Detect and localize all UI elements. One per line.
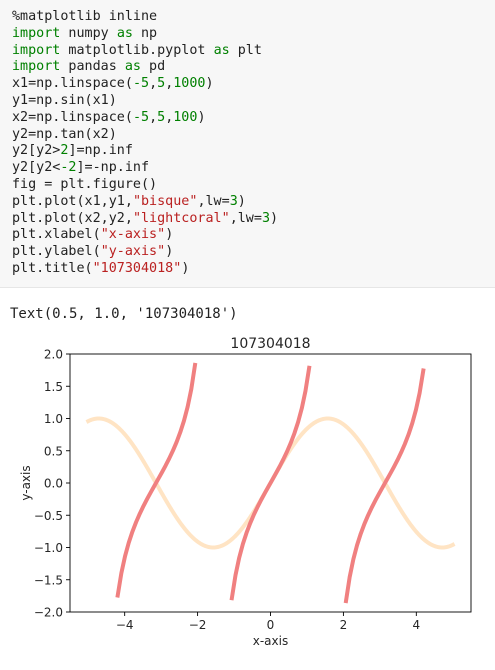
code-token: ) xyxy=(205,76,214,92)
x-tick-label: 0 xyxy=(267,618,275,632)
code-line: plt.plot(x1,y1,"bisque",lw=3) xyxy=(12,194,278,211)
code-token: "x-axis" xyxy=(100,227,166,243)
code-token: "lightcoral" xyxy=(132,210,230,226)
code-line: plt.title("107304018") xyxy=(12,261,278,278)
code-token: "bisque" xyxy=(132,193,198,209)
code-line: plt.xlabel("x-axis") xyxy=(12,227,278,244)
y-tick-label: −0.5 xyxy=(34,509,63,523)
code-token: ,lw= xyxy=(229,210,262,226)
code-token: y2=np.tan(x2) xyxy=(12,126,117,142)
code-token: plt xyxy=(229,42,262,58)
y-tick-label: 1.5 xyxy=(44,380,63,394)
x-tick-label: −2 xyxy=(189,618,207,632)
code-token: , xyxy=(165,76,174,92)
code-token: fig = plt.figure() xyxy=(12,176,158,192)
code-token: y2[y2> xyxy=(12,143,61,159)
chart-title: 107304018 xyxy=(230,336,310,352)
code-token: "107304018" xyxy=(92,260,182,276)
code-token: ) xyxy=(165,227,174,243)
x-tick-label: 2 xyxy=(340,618,348,632)
code-token: ) xyxy=(237,193,246,209)
plot-figure: −4 −2 0 2 4 −2.0 −1.5 −1.0 −0.5 0.0 0.5 1.0 1.5 2.0 10… xyxy=(0,332,495,666)
code-token: ) xyxy=(270,210,279,226)
code-token: plt.plot(x2,y2, xyxy=(12,210,133,226)
series-lightcoral-line-0 xyxy=(115,362,198,598)
code-token: , xyxy=(149,76,158,92)
code-line: y2[y2>2]=np.inf xyxy=(12,143,278,160)
code-token: matplotlib.pyplot xyxy=(60,42,214,58)
code-token: x2=np.linspace( xyxy=(12,109,133,125)
x-tick-label: 4 xyxy=(412,618,420,632)
y-axis-label: y-axis xyxy=(19,465,33,500)
x-tick-label: −4 xyxy=(116,618,134,632)
code-token: , xyxy=(149,109,158,125)
chart-svg: −4 −2 0 2 4 −2.0 −1.5 −1.0 −0.5 0.0 0.5 1.0 1.5 2.0 10… xyxy=(19,336,472,648)
code-token: pd xyxy=(141,59,166,75)
y-tick-label: 0.5 xyxy=(44,444,63,458)
y-tick-label: −1.0 xyxy=(34,541,63,555)
code-token: %matplotlib inline xyxy=(12,9,158,24)
code-editor[interactable]: %matplotlib inline import numpy as np impo… xyxy=(12,9,278,278)
code-token: 1000 xyxy=(173,76,206,92)
y-tick-label: −1.5 xyxy=(34,573,63,587)
code-token: x1=np.linspace( xyxy=(12,76,133,92)
code-token: plt.xlabel( xyxy=(12,227,101,243)
series-lightcoral-line-2 xyxy=(343,368,426,604)
code-token: ,lw= xyxy=(197,193,230,209)
y-tick-label: 2.0 xyxy=(44,348,63,362)
plot-area: −4 −2 0 2 4 −2.0 −1.5 −1.0 −0.5 0.0 0.5 1.0 1.5 2.0 10… xyxy=(19,336,472,648)
code-token: import xyxy=(12,42,61,58)
y-tick-label: 0.0 xyxy=(44,477,63,491)
code-token: -2 xyxy=(60,160,77,176)
code-token: -5 xyxy=(132,76,150,92)
code-token: as xyxy=(213,42,230,58)
code-token: ]=-np.inf xyxy=(76,160,150,176)
code-line: import pandas as pd xyxy=(12,59,278,76)
code-line: x2=np.linspace(-5,5,100) xyxy=(12,110,278,127)
code-line: import matplotlib.pyplot as plt xyxy=(12,43,278,60)
y-tick-label: −2.0 xyxy=(34,606,63,620)
code-token: 100 xyxy=(173,109,198,125)
code-token: ) xyxy=(181,260,190,276)
code-token: , xyxy=(165,109,174,125)
code-token: y2[y2< xyxy=(12,160,61,176)
x-axis-label: x-axis xyxy=(253,634,288,648)
code-token: numpy xyxy=(60,25,117,41)
code-line: %matplotlib inline xyxy=(12,9,278,26)
code-line: plt.plot(x2,y2,"lightcoral",lw=3) xyxy=(12,211,278,228)
code-token: plt.plot(x1,y1, xyxy=(12,193,133,209)
code-token: 5 xyxy=(157,76,166,92)
code-token: -5 xyxy=(132,109,150,125)
code-token: ) xyxy=(165,244,174,260)
code-line: import numpy as np xyxy=(12,26,278,43)
code-token: y1=np.sin(x1) xyxy=(12,92,117,108)
code-line: y2[y2<-2]=-np.inf xyxy=(12,160,278,177)
code-token: as xyxy=(116,25,133,41)
y-tick-label: 1.0 xyxy=(44,412,63,426)
code-token: import xyxy=(12,25,61,41)
code-line: y2=np.tan(x2) xyxy=(12,127,278,144)
code-token: 3 xyxy=(229,193,238,209)
code-line: x1=np.linspace(-5,5,1000) xyxy=(12,76,278,93)
code-line: plt.ylabel("y-axis") xyxy=(12,244,278,261)
code-token: 3 xyxy=(261,210,270,226)
code-token: plt.title( xyxy=(12,260,93,276)
code-cell[interactable]: %matplotlib inline import numpy as np impo… xyxy=(0,0,495,288)
code-token: "y-axis" xyxy=(100,244,166,260)
code-token: np xyxy=(132,25,158,41)
code-line: y1=np.sin(x1) xyxy=(12,93,278,110)
code-line: fig = plt.figure() xyxy=(12,177,278,194)
code-token: 5 xyxy=(157,109,166,125)
code-token: 2 xyxy=(60,143,69,159)
code-token: import xyxy=(12,59,61,75)
output-text: Text(0.5, 1.0, '107304018') xyxy=(10,306,238,322)
code-token: ) xyxy=(197,109,206,125)
code-token: ]=np.inf xyxy=(68,143,133,159)
series-lightcoral-line-1 xyxy=(229,365,312,601)
code-token: plt.ylabel( xyxy=(12,244,101,260)
code-token: as xyxy=(124,59,141,75)
code-token: pandas xyxy=(60,59,125,75)
